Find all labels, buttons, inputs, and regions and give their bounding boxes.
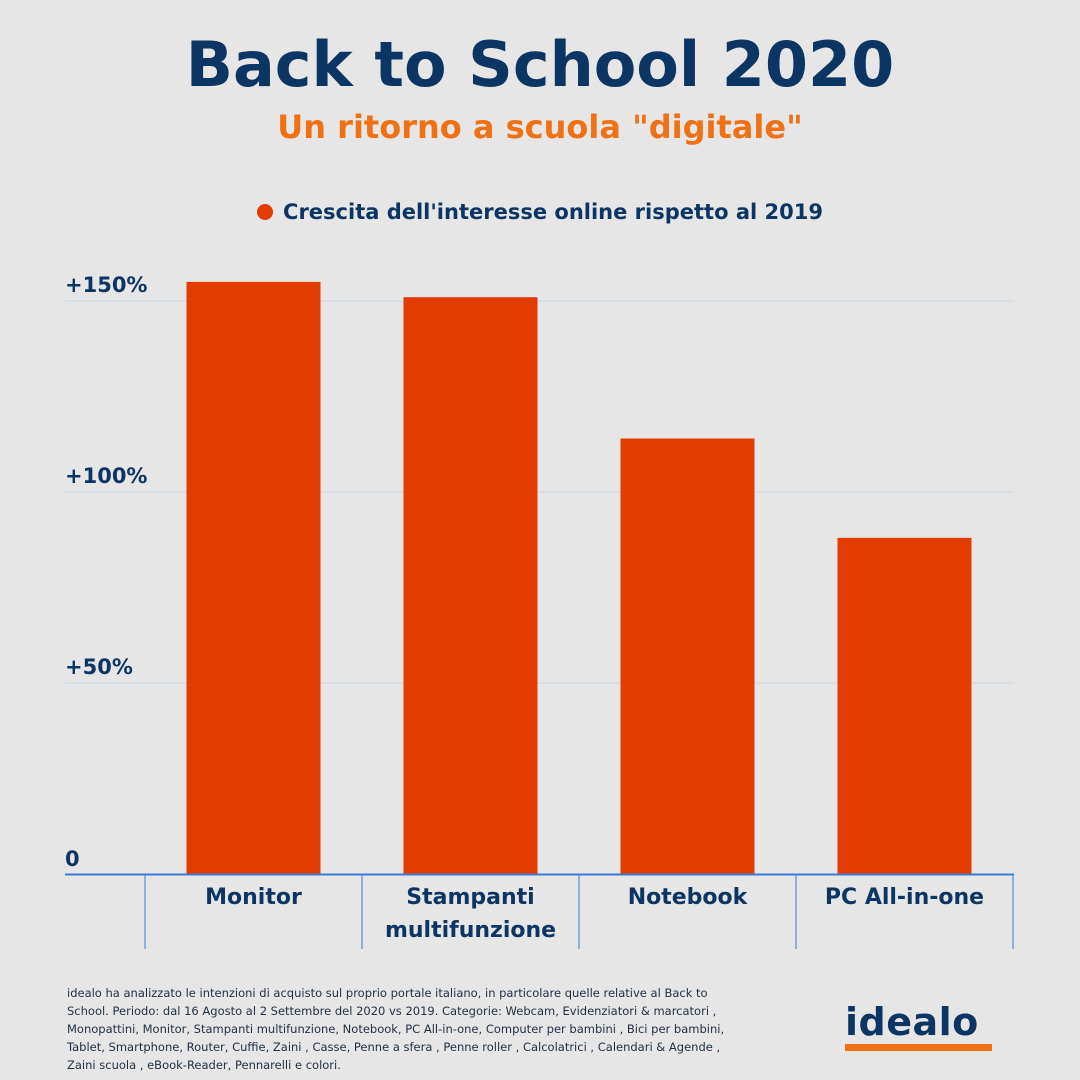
x-tick-label: PC All-in-one (825, 885, 984, 910)
legend-label: Crescita dell'interesse online rispetto … (283, 200, 823, 224)
x-tick-label: Monitor (205, 885, 302, 910)
bar (620, 438, 755, 874)
x-tick-label: Notebook (628, 885, 749, 910)
y-tick-label: 0 (65, 847, 80, 871)
bar (403, 297, 538, 874)
x-tick-label: multifunzione (385, 918, 556, 943)
idealo-logo: idealo (845, 1000, 995, 1051)
chart-legend: Crescita dell'interesse online rispetto … (0, 200, 1080, 224)
bar (837, 537, 972, 874)
chart-subtitle: Un ritorno a scuola "digitale" (277, 108, 803, 146)
x-tick-label: Stampanti (406, 885, 534, 910)
y-tick-label: +50% (65, 655, 133, 679)
chart-title: Back to School 2020 (185, 28, 895, 101)
bar (186, 281, 321, 874)
bar-chart: 0 +50% +100% +150% Monitor Stampanti multifunz… (65, 273, 1014, 949)
logo-text: idealo (845, 1000, 979, 1044)
logo-underline (845, 1044, 992, 1051)
y-tick-label: +100% (65, 464, 147, 488)
y-tick-label: +150% (65, 273, 147, 297)
footnote: idealo ha analizzato le intenzioni di ac… (67, 986, 725, 1072)
legend-marker (257, 204, 274, 220)
